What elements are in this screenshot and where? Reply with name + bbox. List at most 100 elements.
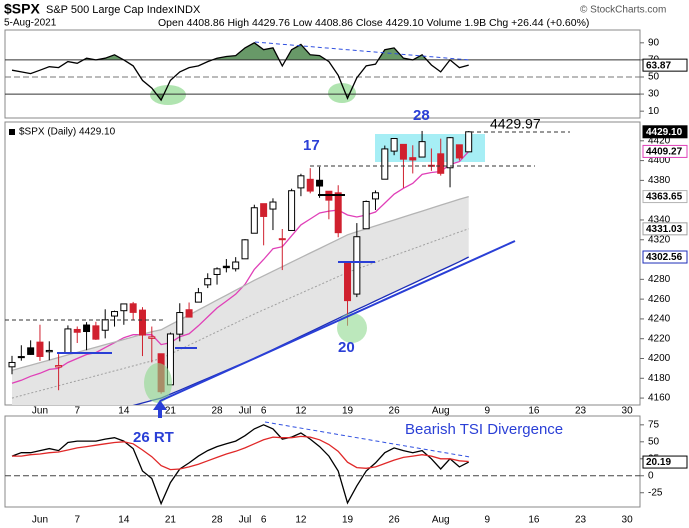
tsi-panel [5, 424, 640, 506]
y-tick-label: 30 [648, 89, 660, 100]
annotation-layer: $SPX (Daily) 4429.10 17 28 20 26 RT 4429… [5, 41, 570, 458]
value-tag [642, 125, 688, 139]
candle-body [260, 203, 268, 217]
x-tick-label: 23 [575, 515, 587, 526]
trendline [159, 240, 516, 402]
value-tag [642, 222, 688, 236]
candle-body [288, 190, 296, 231]
y-tick-label: 4320 [648, 234, 671, 245]
value-tag-label: 63.87 [646, 60, 671, 71]
annotation: 20 [338, 339, 355, 356]
y-tick-label: 4240 [648, 314, 671, 325]
candle-body [232, 261, 240, 270]
quote: Open 4408.86 High 4429.76 Low 4408.86 Cl… [158, 17, 589, 29]
value-tag-label: 4363.65 [646, 192, 683, 203]
y-tick-label: 4260 [648, 294, 671, 305]
candle-body [344, 262, 352, 302]
candle-body [437, 153, 445, 174]
x-tick-label: 19 [342, 515, 354, 526]
candle-body [446, 137, 454, 169]
index-name: S&P 500 Large Cap Index [46, 4, 174, 16]
value-tag [642, 58, 688, 72]
exchange: INDX [174, 4, 201, 16]
x-tick-label: 30 [622, 515, 634, 526]
candle-body [362, 200, 370, 230]
signal-line [12, 435, 469, 471]
x-tick-label: 30 [622, 406, 634, 417]
candle-body [185, 309, 193, 318]
y-tick-label: 4400 [648, 155, 671, 166]
candle-body [204, 278, 212, 286]
credit: © StockCharts.com [580, 5, 666, 16]
candle-body [465, 131, 473, 153]
x-tick-label: Jul [239, 406, 252, 417]
candle-body [148, 336, 156, 339]
x-tick-label: 12 [295, 515, 307, 526]
y-tick-label: 4180 [648, 373, 671, 384]
rsi-panel [5, 42, 640, 102]
annotation: 4429.97 [490, 116, 541, 132]
x-tick-label: 14 [118, 515, 130, 526]
x-tick-label: 6 [261, 515, 267, 526]
candle-body [222, 265, 230, 269]
candle-body [390, 138, 398, 152]
overlay-line [11, 150, 470, 384]
x-tick-label: 6 [261, 406, 267, 417]
x-tick-label: 21 [165, 515, 177, 526]
rsi-low-circle [150, 85, 186, 105]
y-tick-label: 4160 [648, 393, 671, 404]
y-tick-label: 50 [648, 436, 660, 447]
price-legend: $SPX (Daily) 4429.10 [19, 127, 116, 138]
rsi-divergence-line [254, 41, 471, 61]
tsi-frame [4, 415, 641, 508]
candle-body [194, 292, 202, 303]
x-tick-label: Jun [32, 515, 48, 526]
candle-body [138, 309, 146, 336]
candle-body [399, 143, 407, 160]
x-tick-label: 9 [485, 406, 491, 417]
candle-body [101, 319, 109, 331]
x-tick-label: 16 [528, 406, 540, 417]
value-tag [642, 190, 688, 204]
x-tick-label: Aug [432, 406, 450, 417]
x-tick-label: Jun [32, 406, 48, 417]
x-tick-label: 7 [74, 406, 80, 417]
candle-body [92, 325, 100, 340]
candle-body [17, 356, 25, 359]
y-tick-label: -25 [648, 487, 663, 498]
candle-body [381, 148, 389, 180]
candle-body [409, 157, 417, 161]
candle-body [371, 192, 379, 200]
annotation: 17 [303, 137, 320, 154]
overbought-fill [12, 42, 469, 60]
candle-body [316, 179, 324, 187]
y-tick-label: 4380 [648, 175, 671, 186]
candle-body [55, 365, 63, 368]
legend-swatch [9, 129, 15, 135]
y-tick-label: 0 [648, 470, 654, 481]
candle-body [83, 324, 91, 333]
x-tick-label: 9 [485, 515, 491, 526]
y-tick-label: 4420 [648, 135, 671, 146]
value-tag [642, 250, 688, 264]
y-tick-label: 4220 [648, 333, 671, 344]
x-tick-label: 21 [165, 406, 177, 417]
x-tick-label: 26 [389, 515, 401, 526]
price-panel [8, 130, 473, 405]
y-tick-label: 75 [648, 419, 660, 430]
y-tick-label: 10 [648, 106, 660, 117]
value-tag-label: 4331.03 [646, 224, 683, 235]
x-tick-label: 28 [211, 515, 223, 526]
candle-body [111, 311, 119, 317]
low-circle [337, 313, 367, 343]
candle-body [64, 328, 72, 354]
value-tag-label: 4429.10 [646, 127, 683, 138]
value-tag-label: 4409.27 [646, 147, 683, 158]
x-tick-label: 16 [528, 515, 540, 526]
y-tick-label: 4280 [648, 274, 671, 285]
rsi-low-circle [328, 83, 356, 103]
candle-body [455, 144, 463, 159]
candle-body [306, 178, 314, 192]
candle-body [278, 238, 286, 241]
